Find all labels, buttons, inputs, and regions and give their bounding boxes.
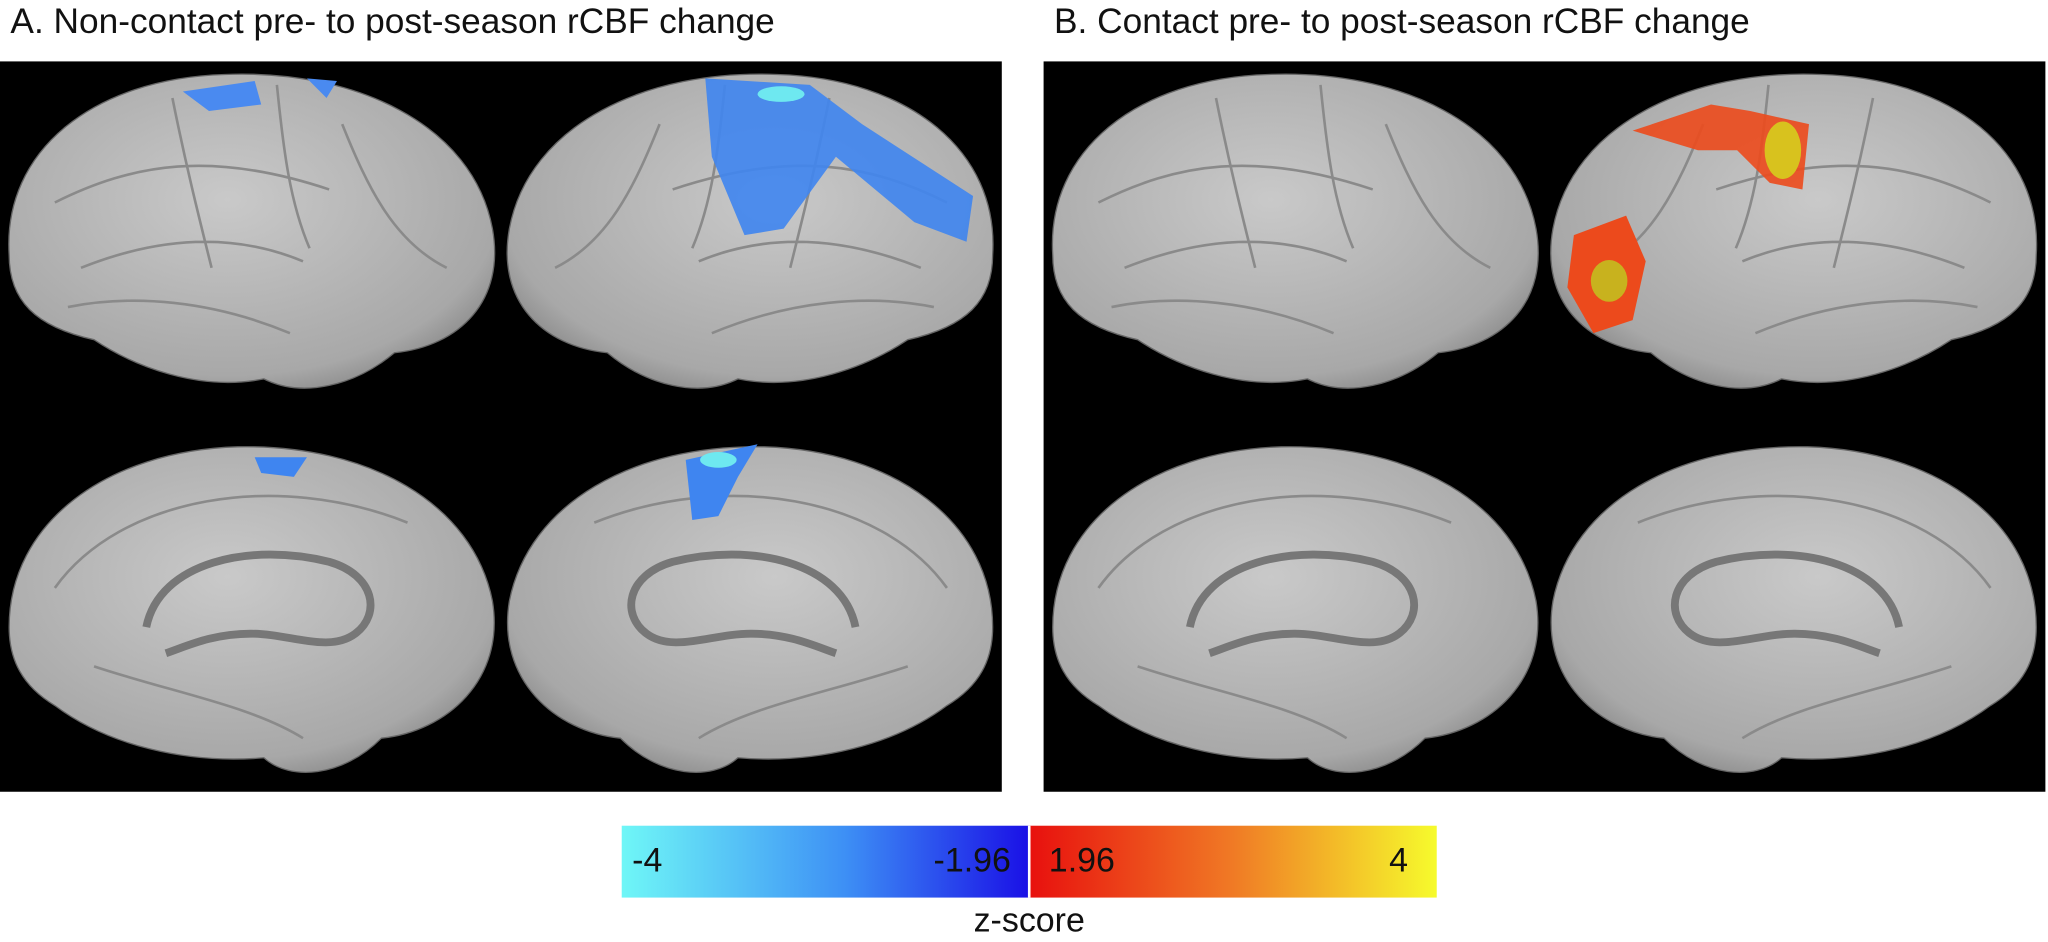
colorbar-label: z-score (974, 901, 1085, 939)
colorbar-tick-label: 1.96 (1049, 841, 1115, 879)
panel-title: B. Contact pre- to post-season rCBF chan… (1054, 2, 1750, 41)
panel-b-brains (1052, 72, 2036, 772)
colorbar-tick-label: -1.96 (934, 841, 1011, 879)
colorbar-tick-label: 4 (1389, 841, 1408, 879)
panel-title: A. Non-contact pre- to post-season rCBF … (10, 2, 774, 41)
colorbar-positive (1029, 825, 1437, 898)
panel-a-brains (9, 72, 993, 772)
colorbar-negative (621, 825, 1030, 898)
colorbar-tick-label: -4 (632, 841, 662, 879)
